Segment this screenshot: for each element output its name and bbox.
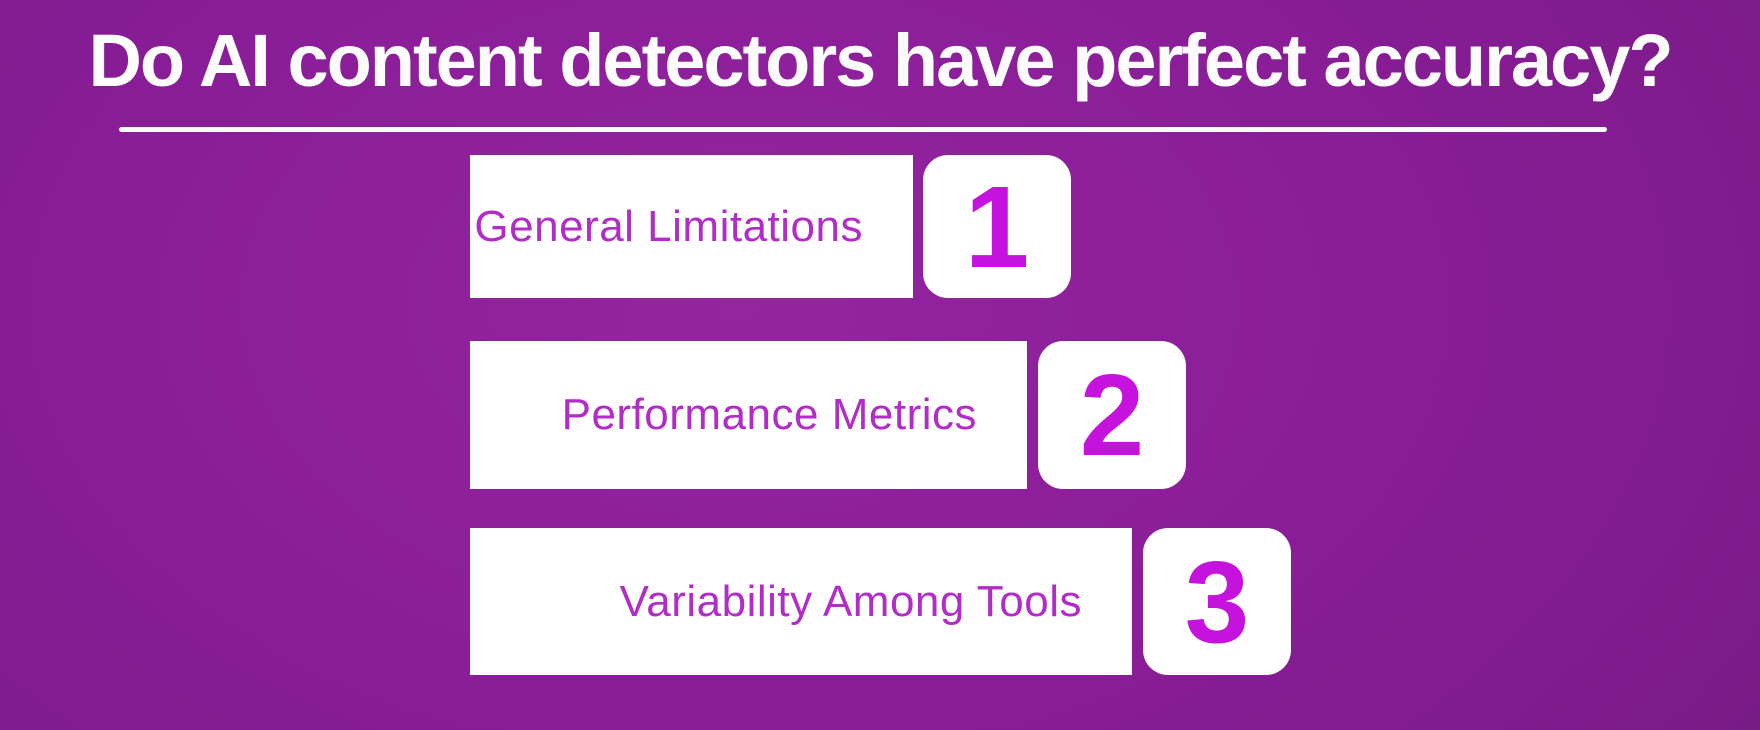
item-number-box: 3 <box>1143 528 1291 675</box>
item-number: 3 <box>1184 536 1250 667</box>
list-item: General Limitations 1 <box>470 155 1071 298</box>
item-label: Performance Metrics <box>561 390 977 439</box>
item-label-box: Variability Among Tools <box>470 528 1132 675</box>
item-number: 2 <box>1079 350 1145 480</box>
item-number-box: 1 <box>923 155 1071 298</box>
item-label-box: Performance Metrics <box>470 341 1027 489</box>
item-label-box: General Limitations <box>470 155 913 298</box>
list-item: Performance Metrics 2 <box>470 341 1186 489</box>
item-label: General Limitations <box>474 201 863 251</box>
page-title: Do AI content detectors have perfect acc… <box>88 19 1673 102</box>
list-item: Variability Among Tools 3 <box>470 528 1291 675</box>
item-label: Variability Among Tools <box>619 576 1082 626</box>
item-number-box: 2 <box>1038 341 1186 489</box>
item-number: 1 <box>964 161 1030 292</box>
title-underline <box>119 127 1607 132</box>
